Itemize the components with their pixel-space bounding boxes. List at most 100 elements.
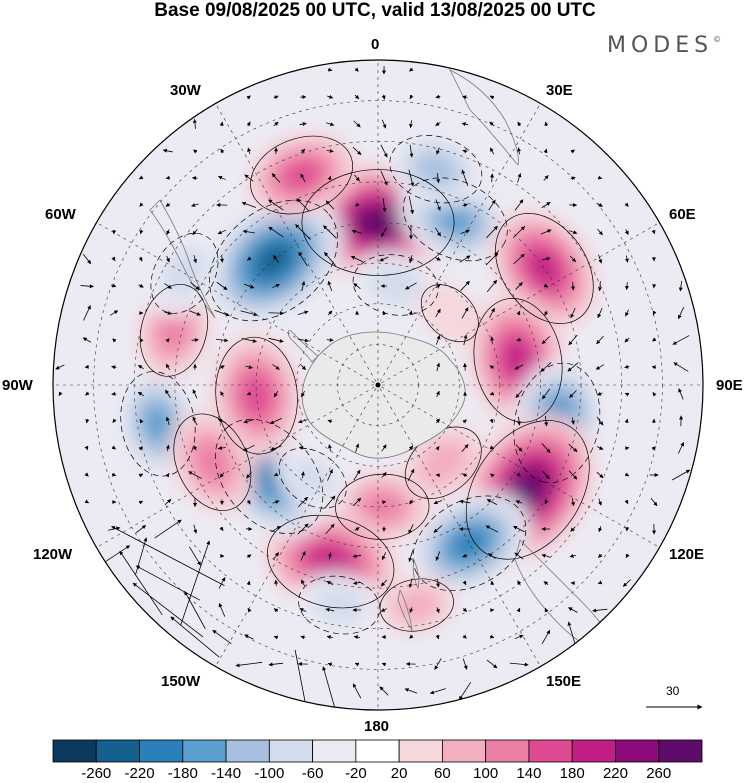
wind-vector [541,256,551,261]
wind-vector [326,337,334,342]
wind-vector [595,364,605,370]
colorbar-tick: -180 [167,765,198,782]
wind-vector [678,388,684,400]
colorbar-swatch [182,739,227,763]
wind-vector [598,553,603,558]
colorbar-swatch [268,739,314,763]
wind-vector [514,364,524,370]
wind-vector [246,554,252,559]
meridian-line [381,222,660,384]
wind-vector [677,442,685,454]
wind-vector [272,500,280,504]
wind-vector [139,202,144,207]
lon-label-120w: 120W [33,546,73,563]
wind-vector [597,228,603,236]
wind-vector [352,146,362,156]
wind-vector [111,472,117,477]
wind-vector [273,472,279,477]
colorbar-tick: -20 [345,765,367,782]
wind-vector [220,148,225,154]
wind-vector [652,337,657,342]
wind-vector [571,498,576,507]
colorbar-tick: -100 [254,765,285,782]
copyright-mark: © [713,35,722,44]
lon-label-90e: 90E [716,377,743,394]
wind-vector [459,499,471,504]
wind-vector [246,580,251,586]
wind-vector [462,95,468,100]
wind-vector [190,282,200,290]
wind-vector [244,174,254,182]
wind-vector [170,616,220,658]
wind-vector [436,173,441,184]
wind-vector [596,471,604,479]
wind-vector [516,310,521,316]
anomaly-band [413,152,459,186]
geopotential-contour [298,575,381,635]
wind-vector [111,365,117,370]
wind-vector [164,499,172,505]
wind-vector [192,416,198,426]
wind-vector [517,147,522,155]
wind-vector [650,497,658,507]
south-america [149,199,216,319]
wind-vector [567,362,579,372]
wind-vector [517,173,522,183]
wind-vector [489,445,495,450]
wind-vector [191,338,199,343]
geopotential-contour [173,413,252,511]
wind-vector [598,526,603,533]
wind-vector [672,335,690,345]
wind-vector [651,446,656,451]
lon-label-120e: 120E [669,546,705,563]
wind-vector [381,119,387,129]
latitude-circle [255,262,501,508]
wind-vector [138,175,144,180]
wind-vector [165,472,170,478]
colorbar-tick: 260 [646,765,672,782]
wind-vector [569,390,577,398]
wind-vector [489,147,495,155]
wind-vector [624,446,630,451]
wind-vector [462,634,467,639]
wind-vector [328,444,332,452]
wind-vector [540,229,552,235]
wind-vector [570,149,575,154]
wind-vector [544,607,549,613]
geopotential-contour [389,135,483,204]
wind-vector [271,173,281,183]
wind-vector [154,519,182,539]
wind-vector [352,683,362,699]
wind-vector [84,445,89,451]
wind-vector [597,391,603,396]
wind-vector [409,634,414,639]
wind-vector [489,307,495,319]
wind-vector [380,608,388,612]
wind-vector [268,199,284,211]
colorbar [52,739,703,763]
anomaly-band [451,528,488,559]
geopotential-contour [473,298,563,423]
wind-vector [136,524,147,534]
wind-vector [298,419,308,424]
wind-vector [407,468,415,482]
colorbar-tick: -140 [211,765,242,782]
wind-vector [189,546,201,566]
wind-vectors [55,65,691,710]
colorbar-swatch [312,739,357,763]
wind-vector [180,540,211,626]
wind-vector [241,201,257,208]
wind-vector [235,661,263,668]
wind-vector [571,281,576,291]
wind-vector [353,120,361,128]
wind-vector [543,148,548,154]
wind-vector [243,283,255,289]
wind-vector [112,418,117,423]
wind-vector [109,310,119,316]
wind-vector [188,471,202,479]
wind-vector [408,169,415,187]
wind-vector [139,418,144,424]
wind-vector [217,229,227,235]
wind-vector [624,202,629,207]
wind-vector [435,634,440,640]
